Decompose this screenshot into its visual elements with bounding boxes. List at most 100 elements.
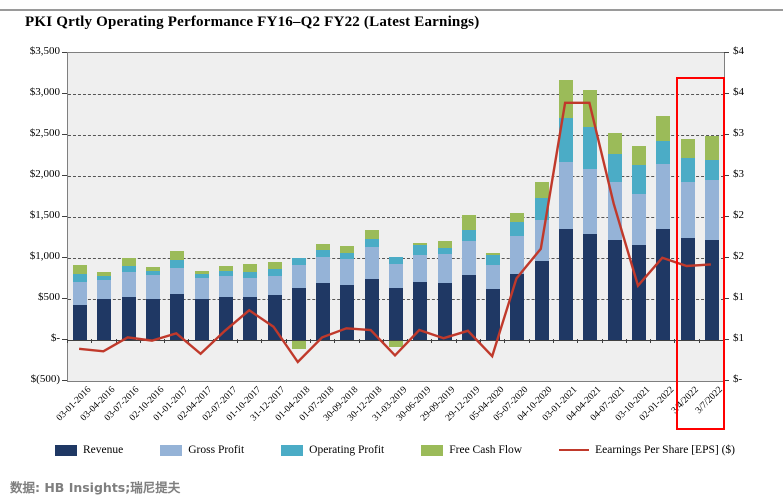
bar-segment-operating-profit <box>194 273 209 279</box>
chart-plot-area <box>67 52 725 382</box>
x-axis-tick <box>455 339 457 343</box>
left-axis-label: $3,500 <box>29 45 60 57</box>
bar-segment-operating-profit <box>97 275 112 281</box>
x-axis-tick <box>480 339 482 343</box>
latest-quarters-highlight-box <box>676 77 725 430</box>
left-axis-tick <box>62 298 67 299</box>
left-axis-label: $500 <box>38 291 60 303</box>
bar-segment-free-cash-flow <box>97 271 112 276</box>
bar-segment-operating-profit <box>243 271 258 279</box>
left-axis-tick <box>62 93 67 94</box>
x-axis-tick <box>188 339 190 343</box>
bar-segment-negative-free-cash-flow <box>291 340 306 349</box>
legend-swatch-icon <box>421 444 444 456</box>
bar-segment-revenue <box>73 304 88 340</box>
x-axis-tick <box>358 339 360 343</box>
bar-segment-gross-profit <box>316 256 331 283</box>
left-axis-tick <box>62 134 67 135</box>
x-axis-tick <box>431 339 433 343</box>
bar-segment-revenue <box>291 287 306 340</box>
right-axis-label: $3 <box>733 168 744 180</box>
bar-segment-operating-profit <box>656 141 671 165</box>
bar-segment-revenue <box>607 239 622 340</box>
bar-segment-revenue <box>413 282 428 340</box>
bar-segment-gross-profit <box>267 276 282 295</box>
bar-segment-operating-profit <box>631 164 646 195</box>
bar-segment-gross-profit <box>146 275 161 299</box>
right-axis-label: $2 <box>733 209 744 221</box>
bar-segment-free-cash-flow <box>583 89 598 127</box>
right-axis-tick <box>724 175 729 176</box>
x-axis-tick <box>382 339 384 343</box>
legend-item-operating-profit: Operating Profit <box>281 444 384 456</box>
x-axis-tick <box>67 339 68 343</box>
x-axis-tick <box>528 339 530 343</box>
x-axis-tick <box>115 339 117 343</box>
x-axis-tick <box>237 339 239 343</box>
legend-item-revenue: Revenue <box>55 444 123 456</box>
x-axis-tick <box>650 339 652 343</box>
bar-segment-free-cash-flow <box>656 116 671 142</box>
bar-segment-operating-profit <box>364 238 379 247</box>
legend-item-eps: Eearnings Per Share [EPS] ($) <box>559 444 735 456</box>
bar-segment-free-cash-flow <box>461 214 476 231</box>
legend-label: Gross Profit <box>188 444 245 456</box>
bar-segment-free-cash-flow <box>364 229 379 239</box>
bar-segment-gross-profit <box>583 169 598 234</box>
gridline <box>68 216 724 218</box>
right-axis-label: $2 <box>733 250 744 262</box>
bar-segment-operating-profit <box>413 245 428 256</box>
chart-title: PKI Qrtly Operating Performance FY16–Q2 … <box>25 14 480 30</box>
gridline <box>68 175 724 177</box>
x-axis-tick <box>577 339 579 343</box>
bar-segment-revenue <box>340 285 355 340</box>
bar-segment-free-cash-flow <box>316 244 331 250</box>
bar-segment-operating-profit <box>146 271 161 276</box>
bar-segment-gross-profit <box>340 258 355 286</box>
bar-segment-free-cash-flow <box>121 258 136 266</box>
bar-segment-operating-profit <box>316 249 331 257</box>
left-axis-label: $1,000 <box>29 250 60 262</box>
bar-segment-revenue <box>583 233 598 340</box>
bar-segment-free-cash-flow <box>437 241 452 248</box>
x-axis-tick <box>407 339 409 343</box>
bar-segment-revenue <box>631 244 646 340</box>
left-axis-tick <box>62 339 67 340</box>
bar-segment-gross-profit <box>364 246 379 279</box>
bar-segment-operating-profit <box>267 269 282 277</box>
left-axis-label: $- <box>50 332 60 344</box>
x-axis-tick <box>285 339 287 343</box>
right-axis-label: $1 <box>733 291 744 303</box>
bar-segment-operating-profit <box>583 126 598 170</box>
bar-segment-gross-profit <box>170 267 185 295</box>
bar-segment-free-cash-flow <box>631 146 646 165</box>
right-axis-tick <box>724 52 729 53</box>
bar-segment-operating-profit <box>218 271 233 276</box>
bar-segment-operating-profit <box>559 118 574 163</box>
bar-segment-free-cash-flow <box>146 267 161 272</box>
bar-segment-free-cash-flow <box>559 80 574 119</box>
bar-segment-gross-profit <box>291 264 306 288</box>
bar-segment-gross-profit <box>559 162 574 229</box>
bar-segment-revenue <box>656 228 671 340</box>
legend-swatch-icon <box>55 444 77 456</box>
legend-label: Operating Profit <box>309 444 385 456</box>
x-axis-tick <box>625 339 627 343</box>
bar-segment-free-cash-flow <box>510 212 525 223</box>
bar-segment-operating-profit <box>389 256 403 264</box>
x-axis-tick <box>552 339 554 343</box>
x-axis-tick <box>601 339 603 343</box>
bar-segment-revenue <box>218 297 233 340</box>
gridline <box>68 93 724 95</box>
left-axis-tick <box>62 216 67 217</box>
bar-segment-operating-profit <box>437 247 452 255</box>
bar-segment-revenue <box>437 283 452 340</box>
bar-segment-gross-profit <box>413 255 428 283</box>
bar-segment-free-cash-flow <box>194 270 209 274</box>
x-axis-tick <box>674 339 676 343</box>
right-axis-label: $- <box>733 373 743 385</box>
bar-segment-revenue <box>243 296 258 340</box>
left-axis-label: $(500) <box>30 373 60 385</box>
left-axis-label: $2,500 <box>29 127 60 139</box>
left-axis-tick <box>62 175 67 176</box>
